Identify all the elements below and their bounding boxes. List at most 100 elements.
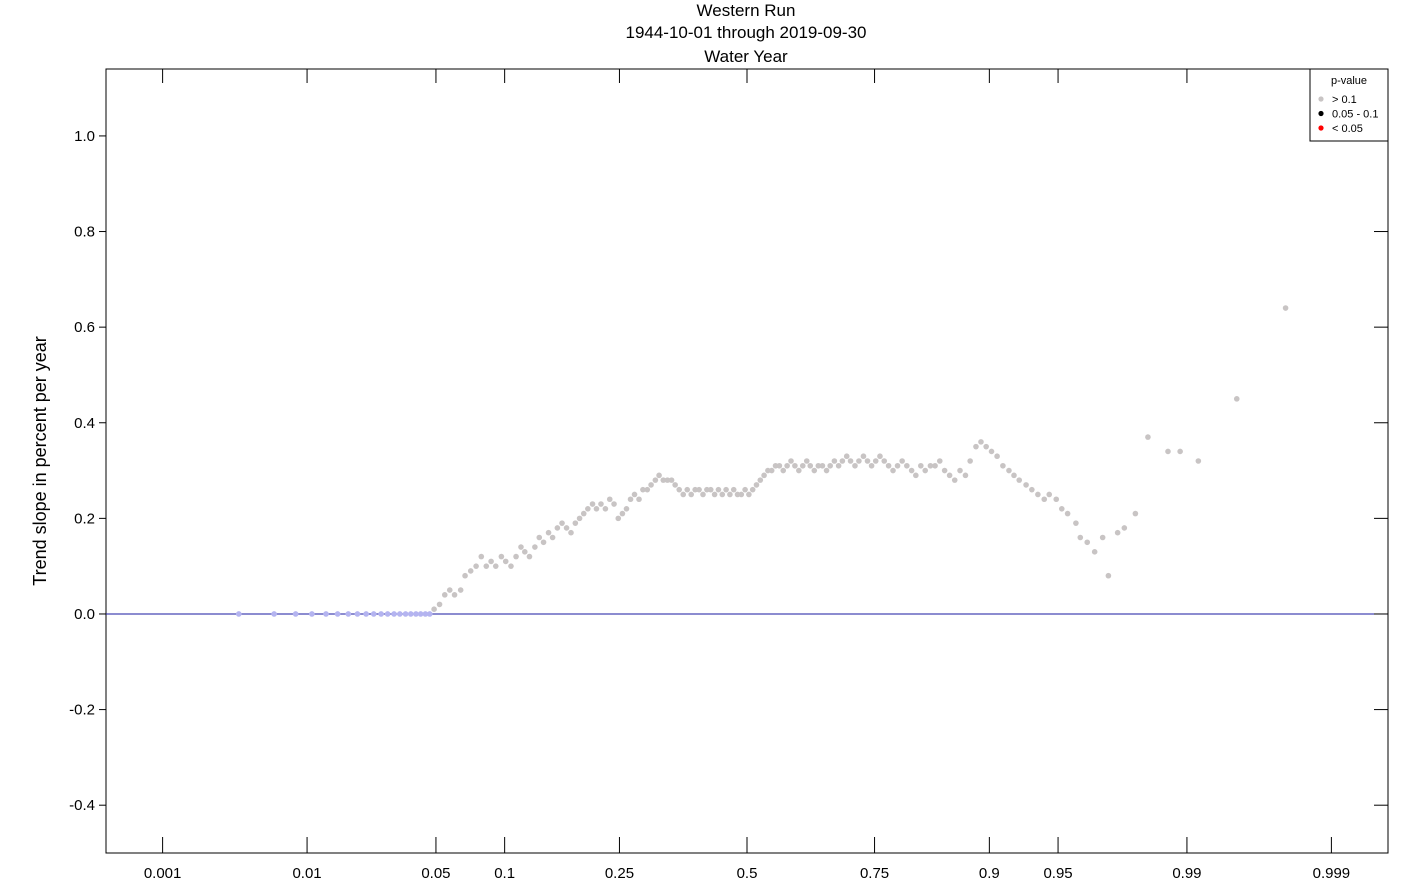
data-point (488, 558, 494, 565)
data-point (1091, 549, 1098, 555)
data-point (885, 462, 892, 469)
data-point (711, 491, 718, 498)
data-point (1035, 491, 1041, 498)
data-point (780, 467, 787, 474)
data-point (1000, 462, 1006, 469)
x-tick-label: 0.95 (1043, 865, 1072, 882)
data-point (1053, 496, 1060, 503)
data-point (749, 486, 756, 493)
data-point (922, 467, 929, 474)
data-point (973, 443, 979, 450)
y-tick-label: -0.2 (69, 702, 95, 719)
x-tick-label: 0.9 (979, 865, 1000, 882)
data-point (768, 467, 775, 474)
data-point (788, 458, 794, 464)
data-point (462, 572, 468, 579)
data-point (784, 462, 790, 469)
data-point (640, 486, 646, 493)
y-tick-label: 0.0 (74, 606, 95, 623)
data-point (397, 611, 403, 617)
data-point (696, 486, 702, 493)
y-tick-label: -0.4 (69, 797, 95, 814)
data-points (235, 305, 1289, 617)
y-tick-label: 0.6 (74, 319, 95, 336)
data-point (927, 462, 934, 469)
data-point (619, 510, 626, 517)
x-tick-label: 0.1 (494, 865, 515, 882)
data-point (611, 501, 617, 507)
data-point (644, 486, 651, 493)
data-point (757, 477, 764, 483)
chart-subtitle-season: Water Year (704, 47, 788, 66)
data-point (508, 563, 514, 569)
data-point (631, 491, 638, 498)
data-point (426, 611, 433, 617)
data-point (1233, 396, 1240, 402)
data-point (856, 458, 862, 464)
data-point (521, 549, 528, 555)
data-point (354, 611, 361, 617)
data-point (1099, 534, 1106, 541)
data-point (323, 611, 329, 617)
data-point (957, 467, 963, 474)
data-point (847, 458, 854, 464)
data-point (700, 491, 706, 498)
data-point (877, 453, 883, 460)
data-point (899, 458, 905, 464)
data-point (1064, 510, 1071, 517)
data-point (823, 467, 830, 474)
data-point (1105, 572, 1112, 579)
data-point (576, 515, 583, 522)
data-point (545, 529, 552, 536)
y-axis-ticks: -0.4 -0.2 0.0 0.2 0.4 0.6 0.8 1.0 (69, 128, 1388, 814)
data-point (532, 544, 538, 550)
y-tick-label: 0.8 (74, 224, 95, 241)
data-point (554, 525, 561, 531)
data-point (446, 587, 453, 593)
data-point (1011, 472, 1017, 479)
data-point (988, 448, 995, 455)
legend: p-value > 0.1 0.05 - 0.1 < 0.05 (1309, 68, 1389, 142)
x-tick-label: 0.001 (144, 865, 182, 882)
data-point (549, 534, 556, 541)
data-point (772, 462, 779, 469)
x-axis-ticks: 0.001 0.01 0.05 0.1 0.25 0.5 0.75 0.9 0.95 0.99 0.… (144, 69, 1350, 882)
data-point (688, 491, 695, 498)
data-point (413, 611, 419, 617)
data-point (1023, 482, 1029, 488)
data-point (1132, 510, 1139, 517)
data-point (309, 611, 315, 617)
data-point (1195, 458, 1202, 464)
x-tick-label: 0.75 (860, 865, 889, 882)
data-point (606, 496, 613, 503)
x-tick-label: 0.01 (292, 865, 321, 882)
data-point (723, 486, 729, 493)
data-point (378, 611, 384, 617)
data-point (932, 462, 938, 469)
data-point (580, 510, 587, 517)
x-tick-label: 0.05 (421, 865, 450, 882)
data-point (636, 496, 642, 503)
data-point (676, 486, 683, 493)
data-point (707, 486, 714, 493)
data-point (436, 601, 443, 608)
data-point (271, 611, 277, 617)
data-point (384, 611, 391, 617)
data-point (473, 563, 479, 569)
data-point (864, 458, 871, 464)
data-point (672, 482, 678, 488)
data-point (623, 506, 630, 512)
data-point (1073, 520, 1079, 526)
data-point (1165, 448, 1171, 455)
data-point (478, 553, 485, 560)
data-point (835, 462, 842, 469)
data-point (890, 467, 896, 474)
data-point (345, 611, 352, 617)
data-point (761, 472, 767, 479)
data-point (656, 472, 662, 479)
data-point (913, 472, 919, 479)
data-point (407, 611, 414, 617)
data-point (492, 563, 499, 569)
data-point (951, 477, 958, 483)
data-point (1114, 529, 1121, 536)
